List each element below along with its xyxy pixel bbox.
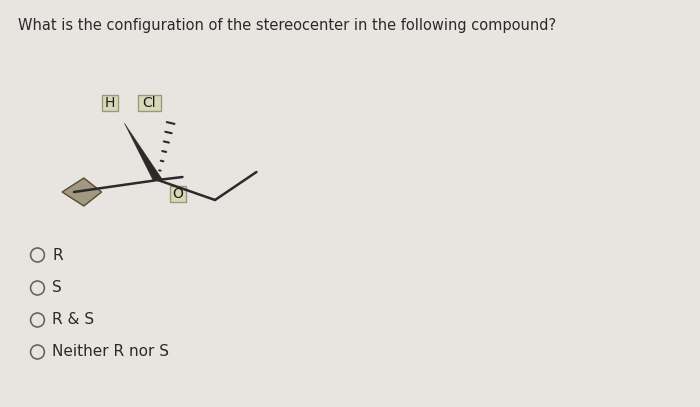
FancyBboxPatch shape: [102, 95, 118, 111]
Text: O: O: [172, 187, 183, 201]
Text: H: H: [104, 96, 115, 110]
Text: What is the configuration of the stereocenter in the following compound?: What is the configuration of the stereoc…: [18, 18, 556, 33]
Text: S: S: [52, 280, 62, 295]
Text: R: R: [52, 247, 63, 263]
Polygon shape: [125, 123, 162, 180]
FancyBboxPatch shape: [169, 186, 186, 202]
Polygon shape: [62, 178, 102, 206]
Text: R & S: R & S: [52, 313, 94, 328]
Text: Neither R nor S: Neither R nor S: [52, 344, 169, 359]
Text: Cl: Cl: [143, 96, 156, 110]
FancyBboxPatch shape: [138, 95, 161, 111]
